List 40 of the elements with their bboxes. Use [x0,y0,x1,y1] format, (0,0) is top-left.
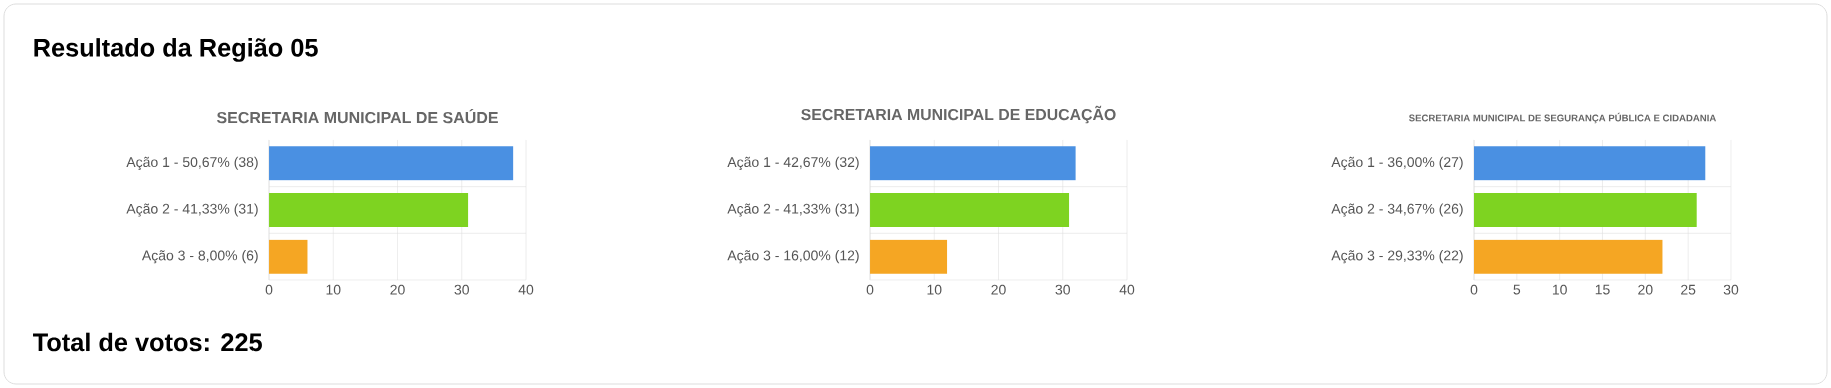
x-tick-label: 10 [326,284,341,295]
bar [269,192,469,227]
x-tick-label: 5 [1513,284,1521,295]
x-tick-label: 0 [866,284,874,295]
y-tick-label: Ação 3 - 8,00% (6) [141,250,258,264]
bar [870,192,1070,227]
x-tick-label: 20 [390,284,405,295]
x-tick-label: 30 [1055,284,1070,295]
y-tick-label: Ação 3 - 16,00% (12) [727,250,859,264]
x-tick-label: 0 [265,284,273,295]
chart-title: SECRETARIA MUNICIPAL DE SEGURANÇA PÚBLICA E CIDADANIA [1408,112,1717,124]
bar [1474,146,1706,181]
y-tick-label: Ação 2 - 41,33% (31) [126,203,258,217]
bar [269,239,308,274]
x-tick-label: 0 [1470,284,1478,295]
y-tick-label: Ação 3 - 29,33% (22) [1331,250,1463,264]
x-tick-label: 30 [1723,284,1739,295]
y-tick-label: Ação 2 - 41,33% (31) [727,203,859,217]
y-tick-label: Ação 1 - 50,67% (38) [126,156,258,170]
x-tick-label: 25 [1681,284,1696,295]
bar [1474,239,1663,274]
x-tick-label: 20 [991,284,1006,295]
text: Total de votos: 225 [33,332,262,352]
x-tick-label: 15 [1595,284,1610,295]
text: Resultado da Região 05 [34,38,318,62]
bar [870,239,948,274]
x-tick-label: 10 [927,284,942,295]
bar [870,146,1076,181]
y-tick-label: Ação 1 - 36,00% (27) [1331,156,1463,170]
x-tick-label: 40 [1119,284,1135,295]
x-tick-label: 30 [454,284,469,295]
bar [1474,192,1697,227]
chart-title: SECRETARIA MUNICIPAL DE EDUCAÇÃO [801,105,1116,124]
x-tick-label: 20 [1638,284,1653,295]
bar [269,146,514,181]
chart-title: SECRETARIA MUNICIPAL DE SAÚDE [216,108,498,124]
y-tick-label: Ação 1 - 42,67% (32) [727,156,859,170]
y-tick-label: Ação 2 - 34,67% (26) [1331,203,1463,217]
x-tick-label: 40 [518,284,534,295]
x-tick-label: 10 [1552,284,1567,295]
